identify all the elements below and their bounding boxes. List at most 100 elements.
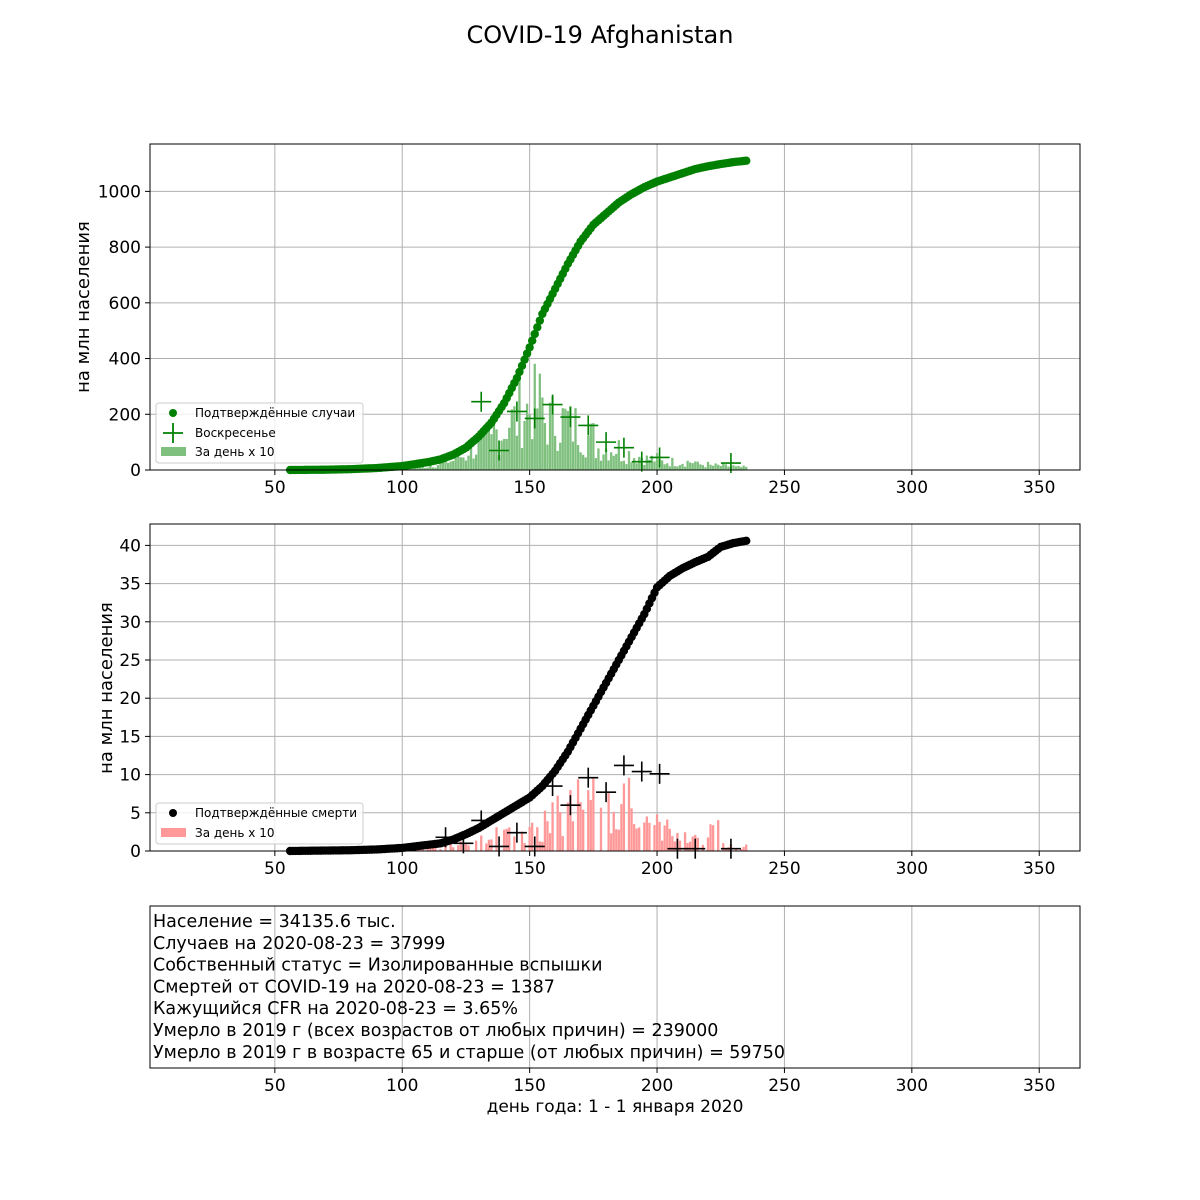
cases-daily-bar <box>648 459 651 470</box>
deaths-sunday-markers <box>435 755 741 859</box>
cases-daily-bar <box>678 465 682 470</box>
deaths-daily-bar <box>452 847 455 851</box>
cases-daily-bar <box>441 459 445 470</box>
deaths-daily-bar <box>439 849 442 851</box>
cases-daily-bar <box>531 439 534 470</box>
deaths-daily-bar <box>508 827 511 851</box>
cases-sunday-marker <box>506 401 527 422</box>
deaths-daily-bar <box>678 840 682 851</box>
deaths-daily-bar <box>505 828 508 851</box>
cases-daily-bar <box>699 464 702 470</box>
deaths-daily-bar <box>457 845 460 851</box>
cases-daily-bar <box>722 463 725 470</box>
cases-cumulative-point <box>525 343 534 352</box>
cases-daily-bar <box>711 465 715 470</box>
deaths-daily-bar <box>551 802 554 851</box>
cases-cumulative-point <box>530 329 539 339</box>
x-axis-label: день года: 1 - 1 января 2020 <box>487 1097 744 1117</box>
cases-daily-bar <box>492 425 496 470</box>
info-grid <box>274 906 1040 1068</box>
cases-daily-bar <box>622 460 626 470</box>
deaths-daily-bar <box>503 829 506 851</box>
legend-cases-bars-label: За день х 10 <box>195 445 274 459</box>
cases-daily-bar <box>490 434 493 470</box>
cases-sunday-marker <box>524 408 545 429</box>
deaths-sunday-marker <box>649 763 670 784</box>
cases-axes-frame <box>149 143 1081 471</box>
deaths-daily-bars <box>291 777 748 851</box>
cases-daily-bar <box>709 464 712 470</box>
x-tick-label: 300 <box>896 859 928 879</box>
deaths-daily-bar <box>635 828 638 851</box>
deaths-daily-bar <box>449 843 452 851</box>
info-line: Смертей от COVID-19 на 2020-08-23 = 1387 <box>153 977 555 997</box>
deaths-daily-bar <box>724 848 727 851</box>
cases-sunday-marker <box>560 407 581 428</box>
cases-panel: 50 100 150 200 250 300 350 0 200 400 600 800 1000 н… <box>73 143 1081 498</box>
y-tick-label: 20 <box>119 689 141 709</box>
x-tick-label: 250 <box>768 859 800 879</box>
info-line: Население = 34135.6 тыс. <box>153 912 396 932</box>
cases-sunday-marker <box>596 432 617 453</box>
cases-daily-bar <box>724 464 727 470</box>
cases-daily-bar <box>416 466 419 470</box>
cases-cumulative-points <box>285 156 751 475</box>
deaths-daily-bar <box>431 846 434 851</box>
cases-daily-bar <box>630 462 633 470</box>
deaths-daily-bar <box>673 841 677 851</box>
cases-daily-bar <box>444 455 447 470</box>
deaths-daily-bar <box>559 811 562 851</box>
cases-daily-bar <box>696 461 699 470</box>
cases-daily-bar <box>457 450 460 470</box>
deaths-daily-bar <box>655 814 659 851</box>
cases-sunday-marker <box>489 440 510 461</box>
deaths-daily-bar <box>599 807 603 851</box>
cases-daily-bar <box>635 463 638 470</box>
deaths-daily-bar <box>548 833 552 851</box>
deaths-daily-bar <box>617 829 620 851</box>
deaths-daily-bar <box>566 802 570 851</box>
cases-daily-bar <box>625 464 628 470</box>
cases-daily-bar <box>676 466 679 470</box>
deaths-daily-bar <box>543 810 547 851</box>
deaths-daily-bar <box>485 843 488 851</box>
cases-daily-bar <box>459 457 462 470</box>
cases-sunday-marker <box>631 451 652 472</box>
deaths-daily-bar <box>513 836 516 851</box>
x-tick-label: 150 <box>513 859 545 879</box>
cases-daily-bar <box>739 467 743 470</box>
deaths-daily-bar <box>653 825 656 851</box>
x-tick-label: 250 <box>768 478 800 498</box>
cases-daily-bar <box>500 440 503 470</box>
deaths-daily-bar <box>556 795 559 851</box>
cases-daily-bar <box>701 465 705 470</box>
cases-cumulative-point <box>527 336 537 345</box>
cases-daily-bar <box>683 466 687 470</box>
deaths-daily-bar <box>668 828 671 851</box>
deaths-x-ticks: 50 100 150 200 250 300 350 <box>264 851 1055 879</box>
x-tick-label: 100 <box>386 478 418 498</box>
cases-daily-bar <box>564 408 567 470</box>
cases-daily-bar <box>668 466 671 470</box>
cases-cumulative-point <box>533 323 542 332</box>
x-tick-label: 300 <box>896 1076 928 1096</box>
deaths-daily-bar <box>645 816 648 851</box>
cases-daily-bar <box>566 411 570 470</box>
y-tick-label: 600 <box>109 294 141 314</box>
deaths-daily-bar <box>706 837 710 851</box>
cases-daily-bar <box>732 465 735 470</box>
cases-daily-bar <box>439 463 442 470</box>
cases-daily-bar <box>660 460 664 470</box>
deaths-daily-bar <box>589 799 592 851</box>
deaths-daily-bar <box>582 809 585 851</box>
deaths-daily-bar <box>421 848 424 851</box>
cases-daily-bar <box>569 405 572 470</box>
cases-daily-bar <box>681 463 684 470</box>
deaths-daily-bar <box>434 847 437 851</box>
deaths-sunday-marker <box>631 761 652 782</box>
cases-daily-bar <box>454 457 457 470</box>
x-tick-label: 350 <box>1023 1076 1055 1096</box>
cases-daily-bar <box>467 455 470 470</box>
deaths-sunday-marker <box>542 776 563 797</box>
